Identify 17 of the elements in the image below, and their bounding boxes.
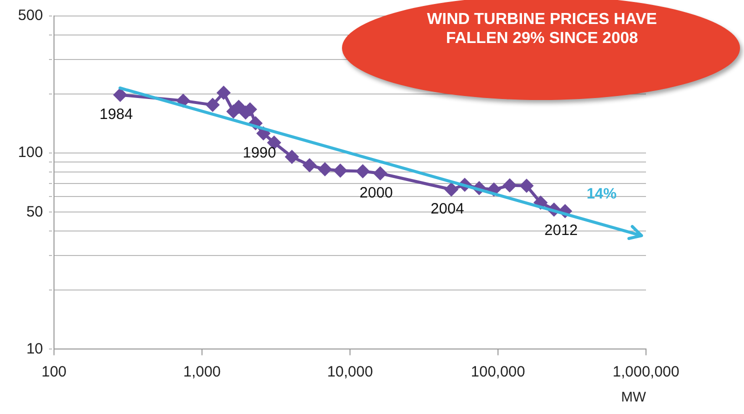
x-tick-label: 100,000 xyxy=(470,363,526,380)
annotation: 2012 xyxy=(544,222,578,240)
annotation: 2000 xyxy=(360,184,393,202)
annotation: 1984 xyxy=(99,106,133,124)
annotation: 1990 xyxy=(242,144,276,162)
annotation: 2004 xyxy=(430,200,464,218)
annotation: 14% xyxy=(586,185,617,202)
x-axis-title: MW xyxy=(621,388,647,404)
x-tick-label: 1,000 xyxy=(183,363,221,380)
y-tick-label: 100 xyxy=(18,144,43,162)
x-tick-label: 100 xyxy=(41,363,67,380)
y-tick-label: 500 xyxy=(18,7,43,24)
y-tick-label: 10 xyxy=(26,340,43,358)
y-tick-label: 50 xyxy=(26,203,43,220)
x-tick-label: 1,000,000 xyxy=(612,363,680,380)
x-tick-label: 10,000 xyxy=(327,363,373,380)
chart-title: WIND TURBINE PRICES HAVE FALLEN 29% SINCE 2008 xyxy=(426,10,658,48)
